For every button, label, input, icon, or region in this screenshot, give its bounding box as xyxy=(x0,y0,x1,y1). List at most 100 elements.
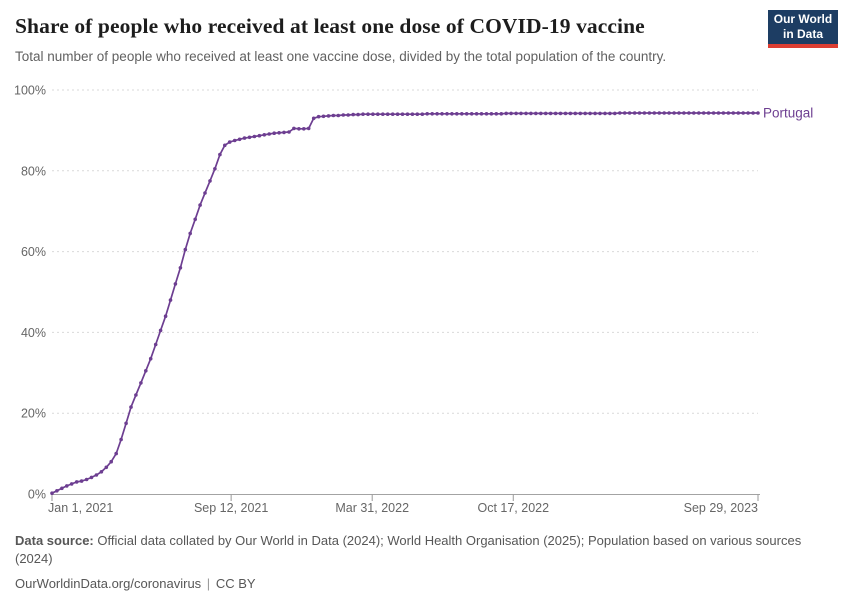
data-point-marker xyxy=(632,111,637,115)
data-point-marker xyxy=(247,135,252,140)
y-tick-label: 0% xyxy=(28,488,46,502)
data-point-marker xyxy=(548,111,553,116)
data-point-marker xyxy=(148,356,153,361)
data-point-marker xyxy=(371,112,375,116)
data-point-marker xyxy=(183,247,188,252)
y-tick-label: 40% xyxy=(21,326,46,340)
data-point-marker xyxy=(583,111,587,116)
data-point-marker xyxy=(366,112,370,116)
series-line xyxy=(51,112,759,495)
data-point-marker xyxy=(227,140,232,144)
data-point-marker xyxy=(677,111,681,115)
owid-logo: Our World in Data xyxy=(768,10,838,44)
data-point-marker xyxy=(302,127,306,131)
data-point-marker xyxy=(499,112,504,116)
data-point-marker xyxy=(479,112,484,116)
data-point-marker xyxy=(455,112,459,116)
data-point-marker xyxy=(114,451,118,456)
data-point-marker xyxy=(534,111,538,116)
data-point-marker xyxy=(736,111,741,115)
data-point-marker xyxy=(667,111,671,115)
data-point-marker xyxy=(158,328,163,333)
owid-logo-line1: Our World xyxy=(773,12,833,26)
data-point-marker xyxy=(65,484,69,488)
data-point-marker xyxy=(741,111,745,115)
data-point-marker xyxy=(89,475,94,480)
data-point-marker xyxy=(74,480,79,484)
data-point-marker xyxy=(553,111,558,116)
data-point-marker xyxy=(242,136,247,140)
x-axis: Jan 1, 2021 Sep 12, 2021 Mar 31, 2022 Oct 1… xyxy=(48,494,759,515)
data-point-marker xyxy=(563,111,568,116)
data-point-marker xyxy=(415,112,420,116)
x-tick-label: Mar 31, 2022 xyxy=(335,501,409,515)
data-point-marker xyxy=(484,112,489,116)
data-point-marker xyxy=(385,112,390,116)
data-point-marker xyxy=(420,112,425,116)
data-point-marker xyxy=(593,111,597,116)
data-point-marker xyxy=(613,111,617,116)
data-point-marker xyxy=(622,111,627,115)
data-point-marker xyxy=(232,138,237,143)
data-point-marker xyxy=(213,167,217,171)
y-tick-label: 100% xyxy=(14,84,46,98)
data-point-marker xyxy=(657,111,662,115)
data-point-marker xyxy=(272,131,277,135)
data-point-marker xyxy=(341,113,346,117)
data-point-marker xyxy=(687,111,691,115)
data-point-marker xyxy=(237,137,242,142)
data-point-marker xyxy=(104,465,109,470)
data-point-marker xyxy=(361,112,365,116)
data-point-marker xyxy=(376,112,380,116)
data-point-marker xyxy=(292,126,296,131)
data-point-marker xyxy=(356,112,360,117)
data-point-marker xyxy=(193,217,197,222)
data-point-marker xyxy=(539,111,543,116)
data-point-marker xyxy=(494,112,499,116)
data-point-marker xyxy=(390,112,395,116)
x-tick-label: Oct 17, 2022 xyxy=(477,501,549,515)
data-point-marker xyxy=(489,112,494,116)
data-point-marker xyxy=(410,112,415,116)
data-point-marker xyxy=(519,111,523,116)
x-tick-label: Jan 1, 2021 xyxy=(48,501,113,515)
owid-url-link[interactable]: OurWorldinData.org/coronavirus xyxy=(15,576,202,591)
data-point-marker xyxy=(697,111,701,115)
data-source-text-line1: Official data collated by Our World in D… xyxy=(97,533,802,548)
data-point-marker xyxy=(262,133,267,137)
data-point-marker xyxy=(188,231,192,236)
data-point-marker xyxy=(618,111,622,115)
data-point-marker xyxy=(336,113,341,118)
data-point-marker xyxy=(297,127,301,131)
data-point-marker xyxy=(662,111,666,115)
data-point-marker xyxy=(55,489,59,493)
data-point-marker xyxy=(50,491,54,496)
data-point-marker xyxy=(692,111,696,115)
data-point-marker xyxy=(469,112,474,116)
data-point-marker xyxy=(425,112,430,116)
data-point-marker xyxy=(168,298,173,302)
data-point-marker xyxy=(529,111,533,116)
data-point-marker xyxy=(129,405,133,409)
data-point-marker xyxy=(331,113,336,118)
data-point-marker xyxy=(267,132,272,136)
data-point-marker xyxy=(381,112,385,116)
data-point-marker xyxy=(731,111,736,115)
footer-link-row: OurWorldinData.org/coronavirus | CC BY xyxy=(15,575,815,593)
data-point-marker xyxy=(558,111,563,116)
data-point-marker xyxy=(701,111,706,115)
data-point-marker xyxy=(435,112,439,116)
data-point-marker xyxy=(706,111,711,115)
data-point-marker xyxy=(109,459,113,464)
x-tick-label: Sep 29, 2023 xyxy=(684,501,758,515)
series-line-group xyxy=(50,111,760,496)
data-point-marker xyxy=(543,111,548,116)
y-tick-label: 20% xyxy=(21,407,46,421)
data-point-marker xyxy=(504,111,509,116)
data-point-marker xyxy=(756,111,760,115)
data-point-marker xyxy=(218,152,222,157)
x-tick-label: Sep 12, 2021 xyxy=(194,501,268,515)
chart-footer: Data source: Official data collated by O… xyxy=(15,532,815,593)
